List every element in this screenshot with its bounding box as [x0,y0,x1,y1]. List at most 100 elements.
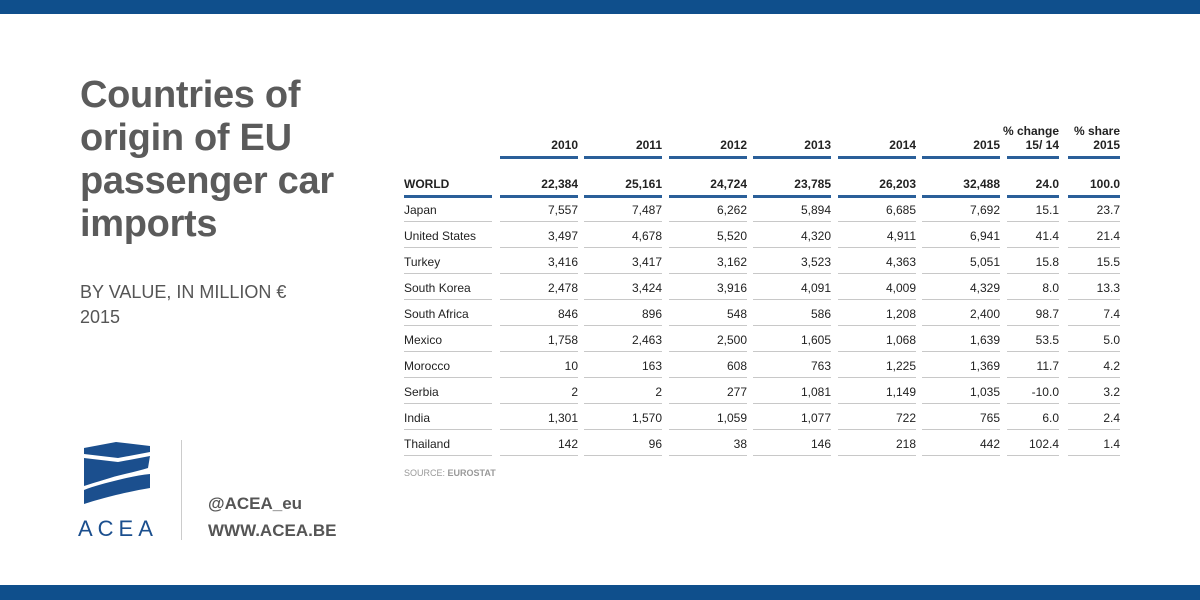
table-cell: 53.5 [1035,333,1059,347]
row-rule-name [404,351,492,352]
row-label: South Africa [404,307,469,321]
row-label: Serbia [404,385,439,399]
row-rule [838,377,916,378]
row-rule [753,273,831,274]
row-rule [500,195,578,198]
row-rule [1007,455,1059,456]
table-cell: 4,009 [885,281,916,295]
table-cell: 96 [648,437,662,451]
row-rule [838,403,916,404]
row-rule [922,299,1000,300]
vertical-divider [181,440,182,540]
table-cell: 146 [810,437,831,451]
table-cell: 3,916 [716,281,747,295]
table-cell: 722 [895,411,916,425]
row-rule [838,221,916,222]
source-name: EUROSTAT [447,468,496,478]
row-rule [753,221,831,222]
row-rule [1068,273,1120,274]
logo-wordmark: ACEA [78,516,158,541]
table-cell: 24,724 [710,177,747,191]
row-rule [1007,429,1059,430]
row-rule [500,351,578,352]
table-cell: 23.7 [1096,203,1120,217]
row-rule [1068,429,1120,430]
table-cell: 15.1 [1035,203,1059,217]
row-rule [922,403,1000,404]
table-cell: 6,262 [716,203,747,217]
column-header-share-line-1: 2015 [1093,138,1120,152]
table-cell: 3,416 [547,255,578,269]
row-rule [753,377,831,378]
table-cell: 1,081 [800,385,831,399]
row-rule [838,273,916,274]
table-cell: 3,523 [800,255,831,269]
table-cell: 1,639 [969,333,1000,347]
row-rule [1007,403,1059,404]
table-cell: 5,051 [969,255,1000,269]
table-cell: 1,605 [800,333,831,347]
table-cell: 100.0 [1089,177,1120,191]
contact-block: @ACEA_eu WWW.ACEA.BE [208,490,336,544]
row-rule [922,195,1000,198]
row-rule [1007,221,1059,222]
row-rule [1068,455,1120,456]
row-rule [838,299,916,300]
table-cell: 586 [810,307,831,321]
row-rule [922,325,1000,326]
row-rule [838,247,916,248]
table-cell: 1,035 [969,385,1000,399]
source-label: SOURCE: [404,468,446,478]
row-rule [500,377,578,378]
table-cell: 41.4 [1035,229,1059,243]
row-label: Turkey [404,255,441,269]
subtitle-year: 2015 [80,307,121,327]
table-cell: 1,059 [716,411,747,425]
table-cell: 5,520 [716,229,747,243]
row-rule [584,351,662,352]
table-cell: 7,692 [969,203,1000,217]
row-label: India [404,411,431,425]
row-rule [500,273,578,274]
table-cell: 846 [557,307,578,321]
acea-logo [78,438,168,548]
row-rule [1068,247,1120,248]
row-rule [584,247,662,248]
table-cell: 6.0 [1042,411,1059,425]
row-rule [669,299,747,300]
table-cell: 7,557 [547,203,578,217]
row-rule-name [404,455,492,456]
row-label: Thailand [404,437,451,451]
table-cell: 4,363 [885,255,916,269]
acea-logo-icon [84,442,150,504]
row-rule [1007,377,1059,378]
table-cell: 1,208 [885,307,916,321]
table-cell: 1,369 [969,359,1000,373]
row-rule [1068,351,1120,352]
table-cell: 2.4 [1103,411,1120,425]
row-rule [584,377,662,378]
table-cell: 1,758 [547,333,578,347]
table-cell: 11.7 [1036,359,1059,373]
website-link[interactable]: WWW.ACEA.BE [208,521,337,540]
table-cell: 2,463 [631,333,662,347]
row-rule [922,377,1000,378]
twitter-handle[interactable]: @ACEA_eu [208,494,303,513]
subtitle: BY VALUE, IN MILLION € 2015 [80,280,360,330]
table-cell: 142 [557,437,578,451]
row-rule [753,195,831,198]
table-cell: 2,400 [969,307,1000,321]
table-cell: 608 [726,359,747,373]
row-rule [922,247,1000,248]
table-cell: 1,301 [547,411,578,425]
table-cell: -10.0 [1031,385,1059,399]
table-cell: 3,417 [631,255,662,269]
row-rule [669,247,747,248]
header-rule-share [1068,156,1120,159]
table-cell: 548 [726,307,747,321]
column-header-y2014-line-1: 2014 [889,138,916,152]
table-cell: 765 [979,411,1000,425]
table-cell: 102.4 [1028,437,1059,451]
row-rule [669,221,747,222]
